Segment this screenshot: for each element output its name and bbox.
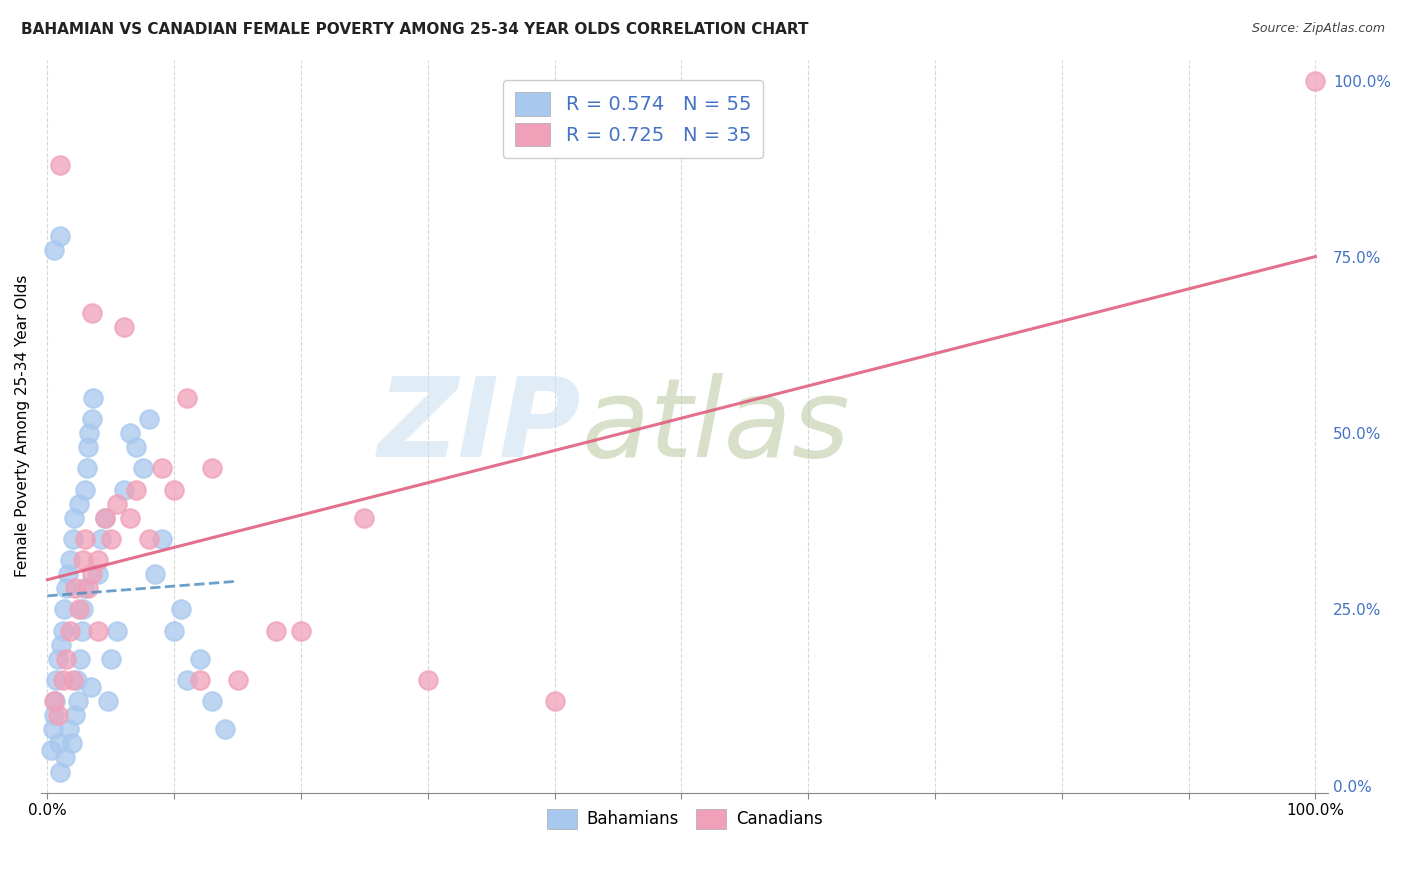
Point bbox=[41, 723, 63, 737]
Point bbox=[150, 461, 173, 475]
Point bbox=[131, 461, 153, 475]
Point bbox=[1305, 74, 1327, 88]
Point bbox=[201, 694, 224, 708]
Point bbox=[75, 532, 97, 546]
Point bbox=[72, 553, 94, 567]
Point bbox=[80, 306, 103, 320]
Point bbox=[100, 532, 122, 546]
Point bbox=[49, 158, 72, 172]
Point bbox=[77, 581, 100, 595]
Text: atlas: atlas bbox=[582, 373, 851, 480]
Point bbox=[67, 497, 90, 511]
Point bbox=[105, 624, 128, 638]
Point bbox=[112, 483, 135, 497]
Point bbox=[66, 694, 89, 708]
Point bbox=[176, 391, 198, 405]
Point bbox=[100, 651, 122, 665]
Point bbox=[69, 651, 91, 665]
Point bbox=[79, 426, 101, 441]
Point bbox=[42, 243, 65, 257]
Point bbox=[143, 567, 166, 582]
Point bbox=[150, 532, 173, 546]
Point bbox=[44, 694, 66, 708]
Point bbox=[77, 440, 100, 454]
Point bbox=[125, 483, 148, 497]
Point bbox=[52, 602, 75, 616]
Point bbox=[125, 440, 148, 454]
Point bbox=[76, 461, 98, 475]
Point bbox=[97, 694, 120, 708]
Point bbox=[52, 624, 75, 638]
Point bbox=[93, 510, 115, 524]
Point bbox=[63, 510, 86, 524]
Point bbox=[75, 483, 97, 497]
Point bbox=[52, 673, 75, 687]
Point bbox=[59, 624, 82, 638]
Point bbox=[87, 553, 110, 567]
Point bbox=[169, 602, 191, 616]
Point bbox=[51, 638, 73, 652]
Point bbox=[87, 624, 110, 638]
Point bbox=[67, 602, 90, 616]
Point bbox=[46, 708, 69, 723]
Point bbox=[42, 694, 65, 708]
Point bbox=[90, 532, 112, 546]
Point bbox=[543, 694, 565, 708]
Point bbox=[49, 228, 72, 243]
Point bbox=[188, 651, 211, 665]
Point bbox=[65, 673, 87, 687]
Point bbox=[112, 320, 135, 334]
Point bbox=[45, 673, 67, 687]
Point bbox=[105, 497, 128, 511]
Point bbox=[416, 673, 439, 687]
Point bbox=[201, 461, 224, 475]
Point bbox=[48, 736, 70, 750]
Point bbox=[56, 567, 79, 582]
Point bbox=[353, 510, 375, 524]
Point bbox=[138, 412, 160, 426]
Point bbox=[188, 673, 211, 687]
Legend: Bahamians, Canadians: Bahamians, Canadians bbox=[540, 802, 830, 836]
Point bbox=[226, 673, 249, 687]
Point bbox=[53, 750, 76, 764]
Text: BAHAMIAN VS CANADIAN FEMALE POVERTY AMONG 25-34 YEAR OLDS CORRELATION CHART: BAHAMIAN VS CANADIAN FEMALE POVERTY AMON… bbox=[21, 22, 808, 37]
Point bbox=[118, 510, 141, 524]
Point bbox=[176, 673, 198, 687]
Point bbox=[138, 532, 160, 546]
Point bbox=[82, 391, 104, 405]
Point bbox=[39, 743, 62, 757]
Point bbox=[80, 412, 103, 426]
Point bbox=[290, 624, 312, 638]
Point bbox=[79, 680, 101, 694]
Point bbox=[72, 602, 94, 616]
Point bbox=[58, 723, 80, 737]
Point bbox=[118, 426, 141, 441]
Point bbox=[93, 510, 115, 524]
Text: ZIP: ZIP bbox=[378, 373, 582, 480]
Point bbox=[59, 553, 82, 567]
Point bbox=[62, 673, 84, 687]
Point bbox=[163, 624, 186, 638]
Point bbox=[264, 624, 287, 638]
Point bbox=[80, 567, 103, 582]
Point bbox=[46, 651, 69, 665]
Point bbox=[55, 651, 77, 665]
Point bbox=[62, 532, 84, 546]
Point bbox=[42, 708, 65, 723]
Point bbox=[214, 723, 236, 737]
Point bbox=[163, 483, 186, 497]
Text: Source: ZipAtlas.com: Source: ZipAtlas.com bbox=[1251, 22, 1385, 36]
Point bbox=[65, 581, 87, 595]
Y-axis label: Female Poverty Among 25-34 Year Olds: Female Poverty Among 25-34 Year Olds bbox=[15, 275, 30, 577]
Point bbox=[87, 567, 110, 582]
Point bbox=[73, 581, 96, 595]
Point bbox=[55, 581, 77, 595]
Point bbox=[49, 764, 72, 779]
Point bbox=[60, 736, 83, 750]
Point bbox=[65, 708, 87, 723]
Point bbox=[70, 624, 93, 638]
